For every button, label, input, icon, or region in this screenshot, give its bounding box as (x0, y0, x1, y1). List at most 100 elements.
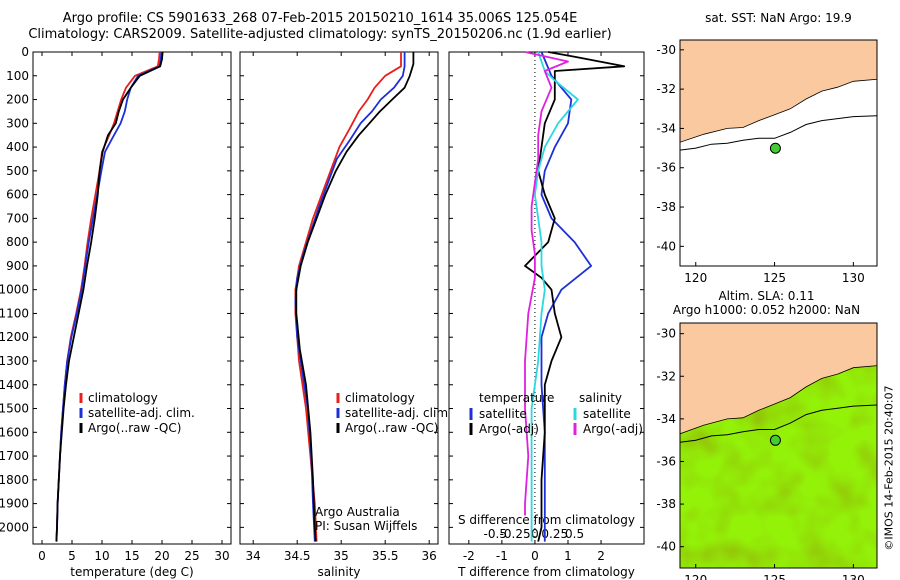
map-y-tick-label: -32 (656, 369, 676, 383)
salinity-x-tick-label: 34 (246, 549, 261, 563)
difference-legend-label: satellite (479, 407, 527, 421)
temperature-x-tick-label: 15 (124, 549, 139, 563)
map-y-tick-label: -40 (656, 239, 676, 253)
salinity-x-tick-label: 34.5 (284, 549, 311, 563)
temperature-legend-label: Argo(..raw -QC) (88, 421, 181, 435)
difference-plot-frame (448, 51, 645, 545)
depth-tick-label: 700 (6, 211, 29, 225)
sla-land-mass (679, 322, 878, 435)
difference-x-axis-label: T difference from climatology (457, 565, 635, 579)
salinity-x-tick-label: 35.5 (372, 549, 399, 563)
temperature-x-tick-label: 10 (94, 549, 109, 563)
difference-legend-label: satellite (583, 407, 631, 421)
salinity-annotation: PI: Susan Wijffels (315, 519, 417, 533)
map-y-tick-label: -40 (656, 540, 676, 554)
temperature-series-line (55, 51, 164, 542)
salinity-legend-label: satellite-adj. clim. (345, 406, 452, 420)
map-y-tick-label: -30 (656, 327, 676, 341)
depth-tick-label: 2000 (0, 520, 29, 534)
sst-bathymetry-contour (679, 115, 878, 151)
map-y-tick-label: -36 (656, 454, 676, 468)
sst-map-frame (679, 39, 878, 267)
difference-x-tick-label: 0 (531, 549, 539, 563)
map-y-tick-label: -38 (656, 497, 676, 511)
salinity-annotation: Argo Australia (315, 505, 400, 519)
map-y-tick-label: -34 (656, 412, 676, 426)
sla-map-title-line2: Argo h1000: 0.052 h2000: NaN (673, 303, 860, 317)
difference-top-axis-label: S difference from climatology (458, 513, 635, 527)
depth-tick-label: 600 (6, 188, 29, 202)
depth-tick-label: 200 (6, 93, 29, 107)
temperature-x-tick-label: 20 (154, 549, 169, 563)
map-y-tick-label: -30 (656, 43, 676, 57)
depth-tick-label: 800 (6, 235, 29, 249)
temperature-legend-label: climatology (88, 391, 158, 405)
page-title-line2: Climatology: CARS2009. Satellite-adjuste… (28, 27, 612, 42)
temperature-plot-frame (32, 51, 232, 545)
depth-tick-label: 100 (6, 69, 29, 83)
temperature-x-tick-label: 5 (68, 549, 76, 563)
salinity-legend-label: Argo(..raw -QC) (345, 421, 438, 435)
sla-bathymetry-contour (679, 404, 878, 443)
argo-float-marker (769, 142, 781, 154)
temperature-x-tick-label: 30 (214, 549, 229, 563)
salinity-series-line (294, 52, 402, 542)
difference-series-line (524, 51, 569, 516)
salinity-plot-frame (239, 51, 439, 545)
depth-tick-label: 1300 (0, 354, 29, 368)
map-x-tick-label: 120 (684, 573, 707, 580)
depth-tick-label: 1000 (0, 283, 29, 297)
salinity-series-line (294, 52, 406, 542)
difference-top-tick-label: 0.25 (541, 527, 568, 541)
depth-tick-label: 1700 (0, 449, 29, 463)
depth-tick-label: 1600 (0, 425, 29, 439)
sst-map-title: sat. SST: NaN Argo: 19.9 (705, 11, 852, 25)
sla-map-title-line1: Altim. SLA: 0.11 (718, 289, 814, 303)
difference-x-tick-label: -2 (463, 549, 475, 563)
depth-tick-label: 1200 (0, 330, 29, 344)
sst-land-mass (679, 39, 878, 143)
map-y-tick-label: -34 (656, 121, 676, 135)
difference-x-tick-label: 1 (564, 549, 572, 563)
depth-tick-label: 500 (6, 164, 29, 178)
difference-top-tick-label: -0.5 (484, 527, 507, 541)
temperature-x-tick-label: 0 (38, 549, 46, 563)
depth-tick-label: 400 (6, 140, 29, 154)
map-x-tick-label: 125 (763, 271, 786, 285)
map-x-tick-label: 130 (842, 573, 865, 580)
difference-top-tick-label: -0.25 (500, 527, 531, 541)
depth-tick-label: 1400 (0, 378, 29, 392)
salinity-x-tick-label: 36 (422, 549, 437, 563)
difference-series-line (524, 51, 626, 542)
salinity-x-axis-label: salinity (317, 565, 360, 579)
salinity-legend-label: climatology (345, 391, 415, 405)
difference-x-tick-label: -1 (496, 549, 508, 563)
depth-tick-label: 300 (6, 116, 29, 130)
temperature-x-tick-label: 25 (184, 549, 199, 563)
argo-float-marker (769, 434, 781, 446)
map-y-tick-label: -32 (656, 82, 676, 96)
map-x-tick-label: 130 (842, 271, 865, 285)
difference-top-tick-label: 0 (531, 527, 539, 541)
map-x-tick-label: 125 (763, 573, 786, 580)
temperature-legend-label: satellite-adj. clim. (88, 406, 195, 420)
depth-tick-label: 1100 (0, 306, 29, 320)
salinity-series-line (295, 52, 415, 542)
salinity-x-tick-label: 35 (334, 549, 349, 563)
map-y-tick-label: -36 (656, 161, 676, 175)
depth-tick-label: 1500 (0, 402, 29, 416)
sla-map-frame (679, 322, 878, 569)
difference-legend-title: temperature (479, 391, 554, 405)
page-title-line1: Argo profile: CS 5901633_268 07-Feb-2015… (62, 11, 578, 26)
depth-tick-label: 1800 (0, 473, 29, 487)
difference-legend-title: salinity (579, 391, 622, 405)
depth-tick-label: 0 (21, 45, 29, 59)
difference-x-tick-label: 2 (597, 549, 605, 563)
depth-tick-label: 1900 (0, 497, 29, 511)
copyright-stamp: ©IMOS 14-Feb-2015 20:40:07 (882, 385, 896, 551)
difference-legend-label: Argo(-adj) (583, 422, 643, 436)
temperature-x-axis-label: temperature (deg C) (70, 565, 193, 579)
difference-top-tick-label: 0.5 (565, 527, 584, 541)
